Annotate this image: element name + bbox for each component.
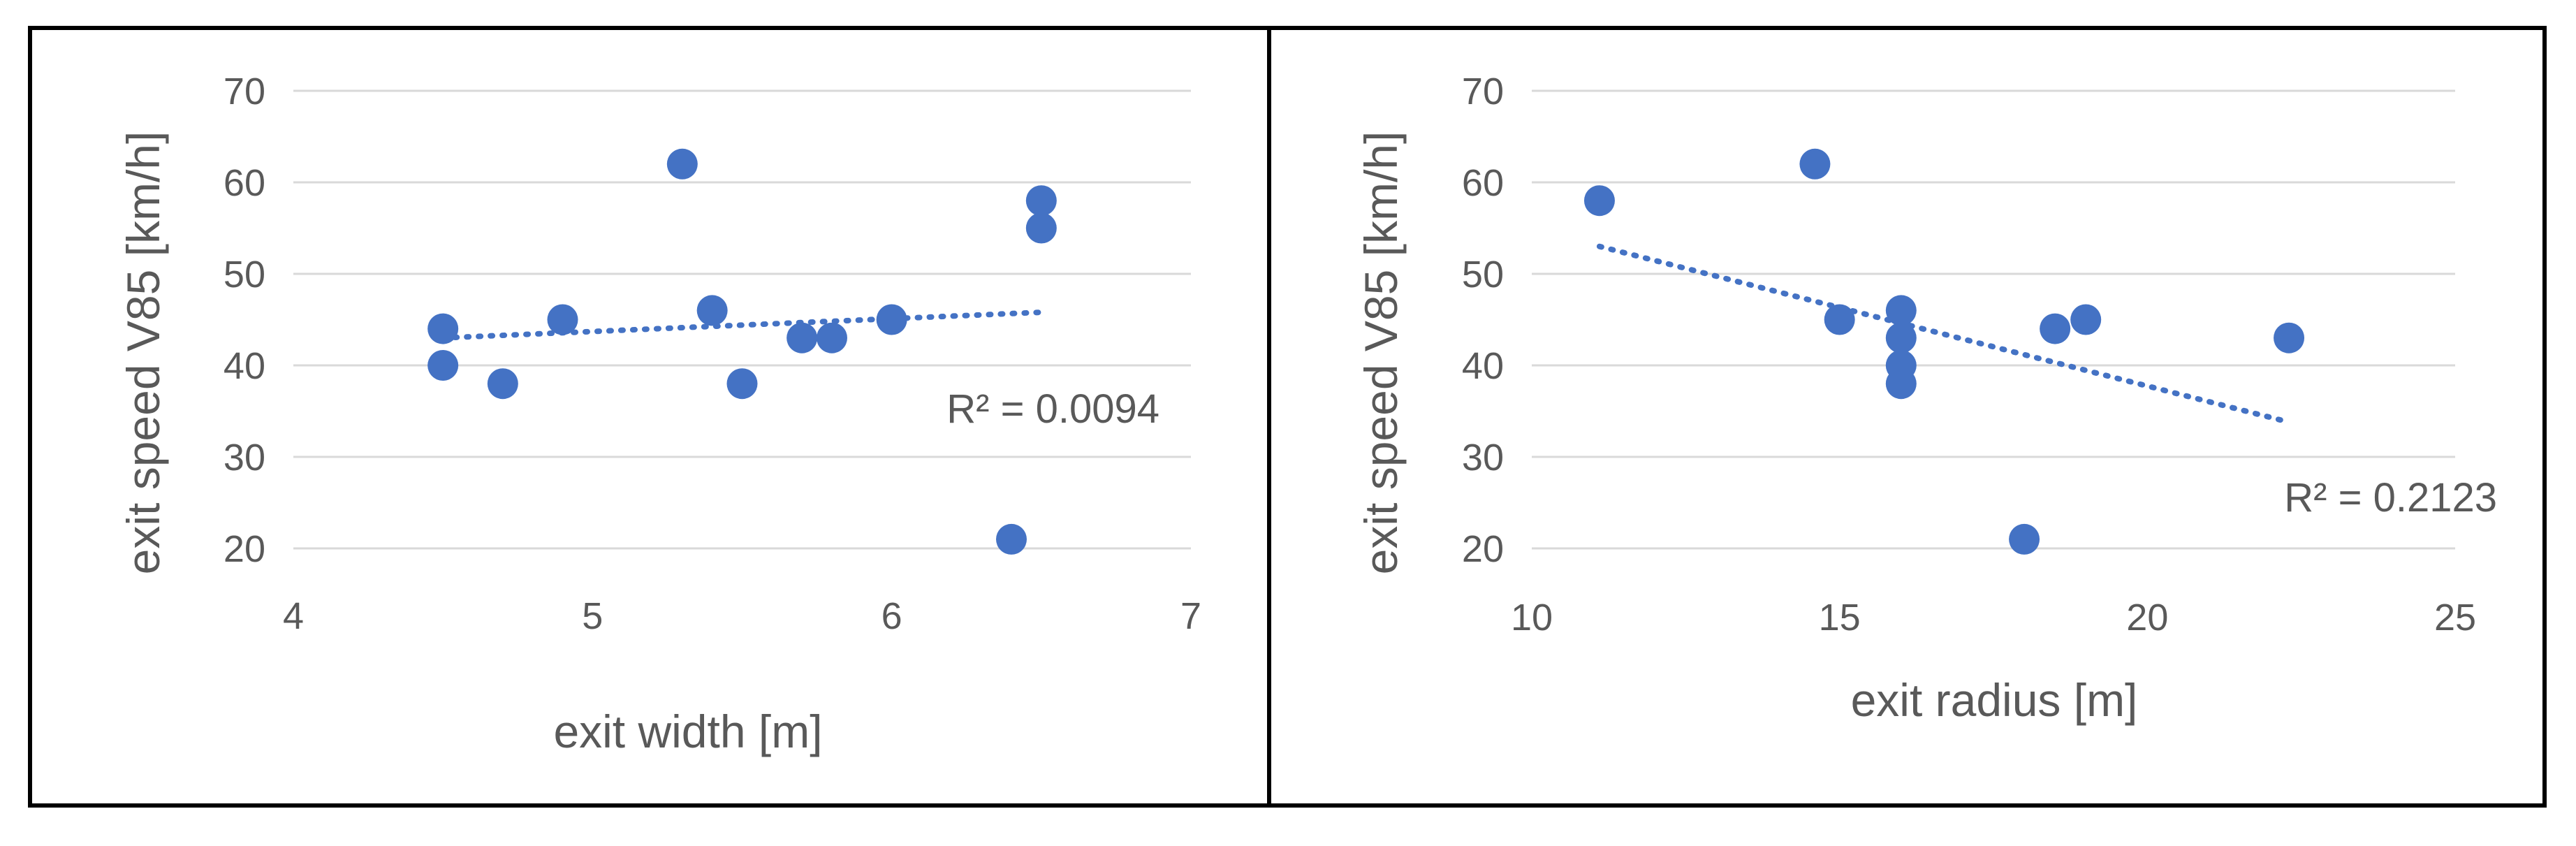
y-axis-title: exit speed V85 [km/h]	[1355, 131, 1407, 575]
data-point	[2274, 322, 2305, 353]
data-points	[427, 148, 1057, 555]
x-tick-label: 20	[2126, 597, 2168, 639]
data-point	[1824, 304, 1855, 335]
data-point	[1025, 212, 1057, 244]
y-tick-label: 50	[1462, 254, 1504, 296]
data-point	[876, 304, 907, 335]
chart-exit-width: 20 30 40 50 60 70 4 5 6 7 R² = 0.0094 exit width…	[117, 71, 1201, 757]
y-tick-label: 20	[224, 528, 265, 570]
x-tick-label: 5	[582, 595, 603, 637]
data-point	[1025, 185, 1057, 217]
y-tick-label: 40	[1462, 345, 1504, 387]
y-tick-labels: 20 30 40 50 60 70	[224, 71, 265, 570]
data-point	[696, 295, 728, 326]
data-point	[1885, 368, 1917, 400]
y-tick-label: 60	[1462, 162, 1504, 204]
data-point	[427, 313, 459, 344]
x-tick-label: 15	[1819, 597, 1861, 639]
x-tick-label: 4	[283, 595, 304, 637]
data-point	[2070, 304, 2102, 335]
data-point	[487, 368, 518, 400]
data-point	[726, 368, 758, 400]
r-squared-label: R² = 0.0094	[946, 386, 1159, 432]
x-tick-label: 25	[2434, 597, 2476, 639]
data-point	[1583, 185, 1615, 217]
y-tick-label: 20	[1462, 528, 1504, 570]
r-squared-label: R² = 0.2123	[2284, 475, 2497, 520]
y-tick-labels: 20 30 40 50 60 70	[1462, 71, 1504, 570]
trendline-layer	[1596, 243, 2292, 425]
y-tick-label: 60	[224, 162, 265, 204]
trendline	[440, 309, 1044, 341]
data-point	[786, 322, 818, 353]
y-tick-label: 30	[224, 437, 265, 479]
data-point	[666, 148, 698, 180]
data-point	[1885, 295, 1917, 326]
data-point	[547, 304, 578, 335]
data-point	[1799, 148, 1831, 180]
y-tick-label: 40	[224, 345, 265, 387]
y-tick-label: 30	[1462, 437, 1504, 479]
data-point	[817, 322, 847, 353]
y-axis-title: exit speed V85 [km/h]	[117, 131, 169, 575]
y-tick-label: 50	[224, 254, 265, 296]
x-axis-title: exit radius [m]	[1851, 674, 2138, 726]
x-tick-label: 10	[1511, 597, 1553, 639]
x-axis-title: exit width [m]	[553, 706, 822, 757]
data-point	[2040, 313, 2071, 344]
x-tick-label: 7	[1180, 595, 1201, 637]
data-points	[1583, 148, 2305, 555]
data-point	[1885, 322, 1917, 353]
gridlines	[1532, 89, 2455, 550]
y-tick-label: 70	[1462, 71, 1504, 112]
x-tick-label: 6	[881, 595, 902, 637]
trendline	[1596, 243, 2292, 425]
data-point	[427, 350, 459, 381]
x-tick-labels: 4 5 6 7	[283, 595, 1201, 637]
data-point	[996, 523, 1027, 555]
y-tick-label: 70	[224, 71, 265, 112]
x-tick-labels: 10 15 20 25	[1511, 597, 2476, 639]
trendline-layer	[440, 309, 1044, 341]
data-point	[2009, 523, 2040, 555]
figure-frame	[28, 26, 2547, 808]
chart-exit-radius: 20 30 40 50 60 70 10 15 20 25 R² = 0.2123 exit r…	[1355, 71, 2497, 726]
